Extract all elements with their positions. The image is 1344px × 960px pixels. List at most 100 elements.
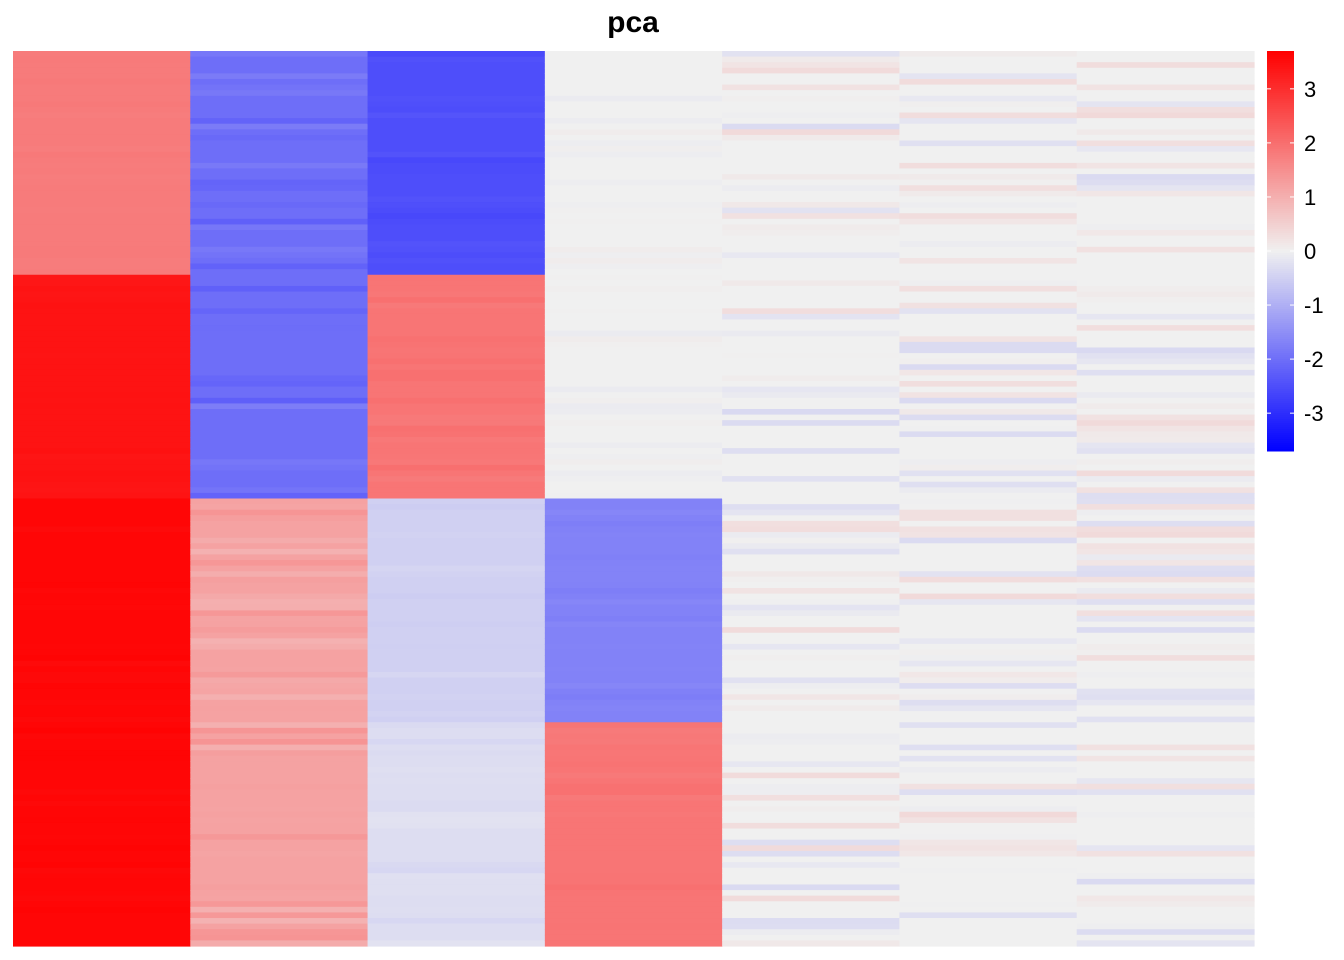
heatmap-cell — [722, 867, 901, 874]
heatmap-cell — [544, 330, 723, 337]
heatmap-cell — [544, 834, 723, 841]
heatmap-cell — [899, 520, 1078, 528]
heatmap-cell — [899, 174, 1078, 181]
heatmap-cell — [190, 392, 369, 399]
heatmap-cell — [544, 409, 723, 416]
heatmap-cell — [1076, 353, 1255, 360]
heatmap-cell — [899, 196, 1078, 203]
heatmap-cell — [190, 778, 369, 785]
heatmap-cell — [190, 129, 369, 136]
heatmap-cell — [190, 492, 369, 500]
heatmap-cell — [1076, 638, 1255, 645]
heatmap-cell — [544, 51, 723, 58]
heatmap-cell — [190, 526, 369, 533]
heatmap-cell — [1076, 476, 1255, 483]
heatmap-cell — [544, 934, 723, 941]
heatmap-cell — [367, 716, 546, 723]
heatmap-cell — [13, 867, 191, 874]
heatmap-cell — [367, 313, 546, 321]
heatmap-cell — [367, 643, 546, 651]
heatmap-cell — [1076, 778, 1255, 785]
heatmap-cell — [13, 565, 191, 572]
heatmap-cell — [544, 806, 723, 813]
legend-color-step — [1267, 295, 1294, 298]
heatmap-cell — [899, 828, 1078, 835]
heatmap-cell — [544, 778, 723, 785]
heatmap-cell — [13, 940, 191, 947]
heatmap-cell — [899, 51, 1078, 58]
heatmap-cell — [367, 78, 546, 86]
heatmap-cell — [544, 269, 723, 276]
heatmap-cell — [722, 923, 901, 930]
heatmap-cell — [367, 867, 546, 874]
heatmap-cell — [1076, 884, 1255, 891]
heatmap-cell — [899, 504, 1078, 511]
heatmap-cell — [722, 789, 901, 796]
heatmap-cell — [544, 274, 723, 281]
heatmap-cell — [1076, 526, 1255, 533]
heatmap-cell — [899, 62, 1078, 69]
heatmap-cell — [1076, 95, 1255, 102]
heatmap-cell — [367, 190, 546, 198]
legend-color-step — [1267, 383, 1294, 386]
legend-color-step — [1267, 189, 1294, 192]
heatmap-cell — [899, 873, 1078, 880]
legend-color-step — [1267, 329, 1294, 332]
heatmap-cell — [190, 174, 369, 181]
heatmap-cell — [190, 118, 369, 125]
heatmap-cell — [13, 230, 191, 237]
heatmap-cell — [13, 179, 191, 186]
heatmap-cell — [367, 319, 546, 326]
heatmap-cell — [190, 761, 369, 768]
legend-color-step — [1267, 409, 1294, 412]
heatmap-cell — [1076, 800, 1255, 807]
heatmap-cell — [1076, 386, 1255, 393]
heatmap-cell — [899, 890, 1078, 897]
heatmap-cell — [367, 67, 546, 74]
heatmap-cell — [544, 845, 723, 852]
legend-color-step — [1267, 359, 1294, 362]
legend-color-step — [1267, 449, 1294, 452]
heatmap-cell — [1076, 543, 1255, 550]
heatmap-cell — [190, 151, 369, 158]
heatmap-cell — [722, 593, 901, 600]
heatmap-cell — [544, 470, 723, 477]
heatmap-cell — [899, 481, 1078, 488]
heatmap-cell — [13, 901, 191, 908]
heatmap-cell — [190, 464, 369, 472]
heatmap-cell — [544, 873, 723, 880]
heatmap-cell — [367, 487, 546, 494]
heatmap-cell — [1076, 218, 1255, 225]
heatmap-cell — [899, 325, 1078, 332]
heatmap-cell — [722, 476, 901, 483]
heatmap-cell — [190, 336, 369, 343]
heatmap-cell — [899, 660, 1078, 667]
heatmap-cell — [899, 112, 1078, 119]
legend-color-step — [1267, 67, 1294, 70]
heatmap-cell — [722, 95, 901, 102]
heatmap-cell — [13, 140, 191, 147]
heatmap-cell — [1076, 767, 1255, 774]
heatmap-cell — [190, 185, 369, 192]
heatmap-cell — [722, 151, 901, 158]
heatmap-cell — [544, 543, 723, 550]
heatmap-cell — [367, 325, 546, 332]
heatmap-cell — [190, 504, 369, 511]
heatmap-cell — [367, 772, 546, 779]
heatmap-cell — [544, 520, 723, 528]
heatmap-cell — [190, 666, 369, 673]
heatmap-cell — [13, 632, 191, 639]
heatmap-cell — [544, 666, 723, 673]
heatmap-cell — [899, 386, 1078, 393]
legend-color-step — [1267, 215, 1294, 218]
heatmap-cell — [899, 509, 1078, 516]
heatmap-cell — [13, 297, 191, 304]
heatmap-cell — [367, 918, 546, 925]
heatmap-cell — [367, 123, 546, 130]
heatmap-cell — [1076, 336, 1255, 343]
heatmap-cell — [13, 593, 191, 600]
legend-color-step — [1267, 423, 1294, 426]
heatmap-cell — [1076, 106, 1255, 114]
heatmap-cell — [899, 397, 1078, 404]
legend-color-step — [1267, 441, 1294, 444]
